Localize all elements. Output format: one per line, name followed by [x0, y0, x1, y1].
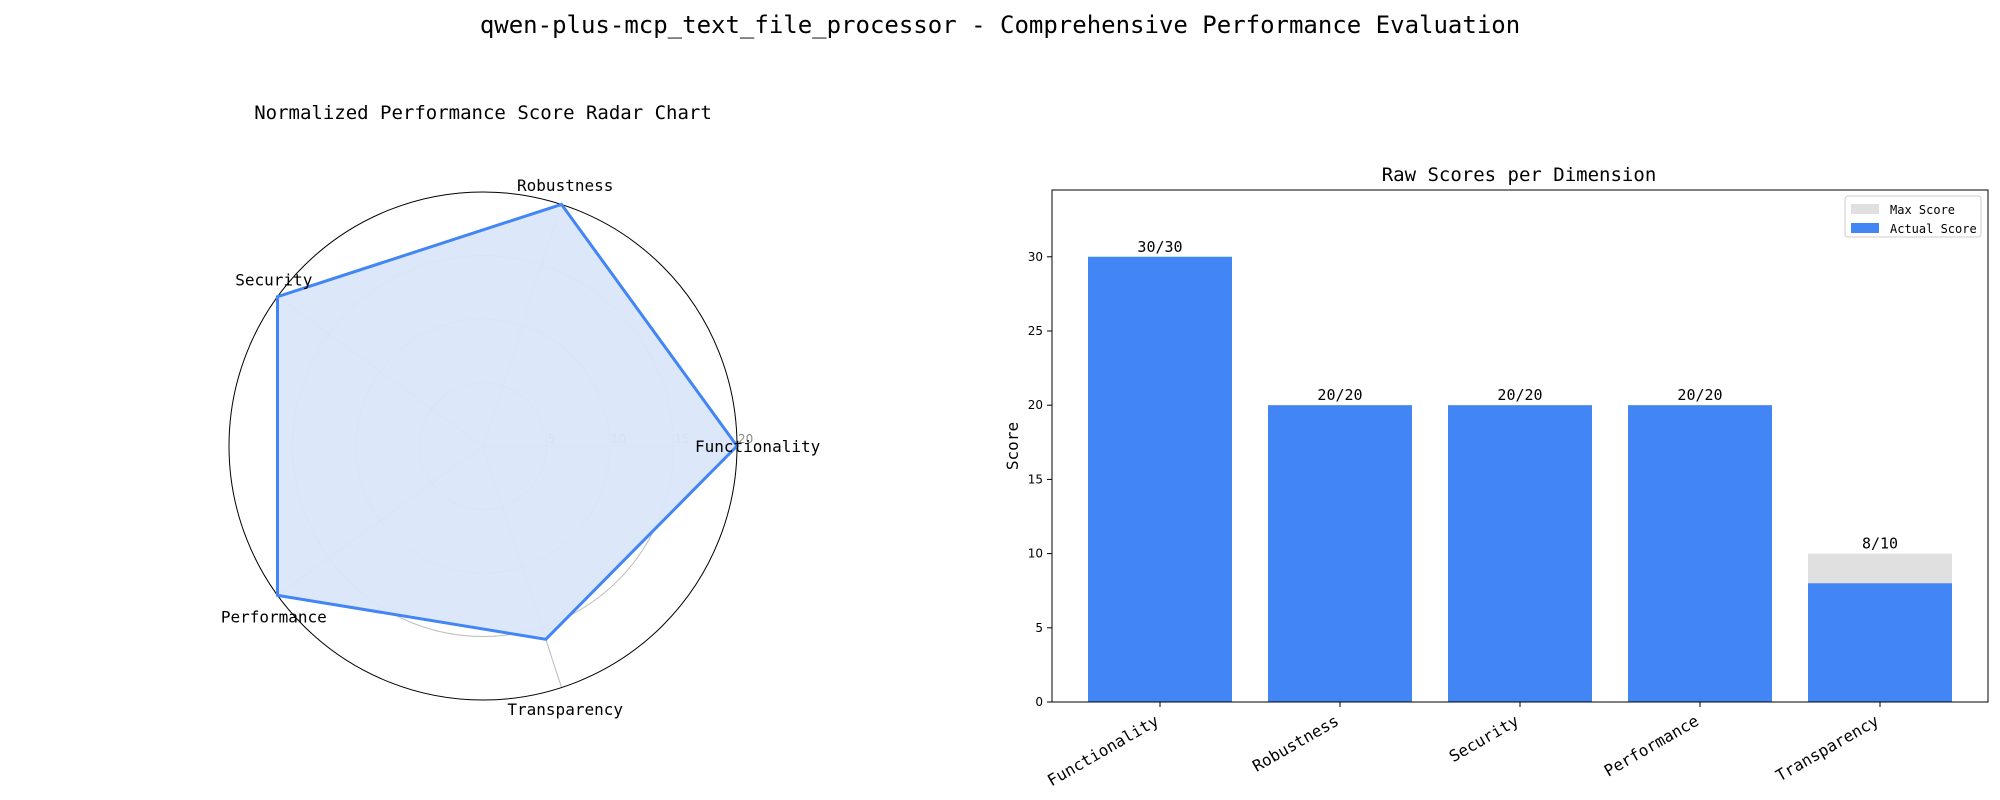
bar-legend: Max Score Actual Score	[1844, 195, 1982, 238]
bar-title: Raw Scores per Dimension	[1382, 164, 1657, 186]
radar-r-tick-label: 20	[738, 432, 753, 446]
bar-y-tick-label: 30	[1028, 250, 1043, 264]
bar-actual-score	[1628, 405, 1772, 702]
bar-y-tick-label: 25	[1028, 324, 1043, 338]
bar-x-tick-label: Security	[1446, 711, 1523, 766]
radar-axis-label: Functionality	[695, 437, 821, 456]
bar-bars: 30/30 20/20 20/20 20/20 8/10	[1088, 238, 1952, 702]
bar-legend-label: Max Score	[1890, 203, 1955, 217]
bar-x-tick-label: Robustness	[1249, 711, 1342, 776]
bar-y-axis: 0 5 10 15 20 25 30	[1028, 250, 1052, 709]
bar-y-tick-label: 5	[1035, 621, 1043, 635]
radar-labels: Functionality Robustness Security Performan…	[221, 176, 821, 719]
radar-series	[276, 202, 739, 641]
bar-chart: Raw Scores per Dimension 30/30 20/20 20/20…	[1003, 164, 1989, 790]
bar-actual-score	[1088, 256, 1232, 702]
bar-actual-score	[1808, 583, 1952, 702]
figure-title: qwen-plus-mcp_text_file_processor - Comp…	[480, 11, 1520, 39]
bar-actual-score	[1448, 405, 1592, 702]
bar-data-label: 8/10	[1862, 535, 1898, 553]
bar-data-label: 20/20	[1677, 386, 1722, 404]
bar-x-tick-label: Transparency	[1772, 711, 1882, 785]
radar-axis-label: Security	[235, 271, 312, 290]
bar-data-label: 30/30	[1137, 238, 1182, 256]
bar-x-axis: Functionality Robustness Security Performan…	[1044, 702, 1882, 790]
bar-x-tick-label: Functionality	[1044, 711, 1162, 790]
radar-axis-label: Performance	[221, 607, 327, 626]
radar-series-fill	[277, 204, 737, 640]
bar-legend-label: Actual Score	[1890, 222, 1977, 236]
bar-x-tick-label: Performance	[1601, 711, 1702, 780]
radar-axis-label: Robustness	[517, 176, 613, 195]
bar-y-label: Score	[1003, 422, 1022, 470]
bar-data-label: 20/20	[1317, 386, 1362, 404]
radar-axis-label: Transparency	[507, 700, 623, 719]
radar-series-line	[276, 202, 739, 641]
radar-chart: Normalized Performance Score Radar Chart…	[221, 102, 821, 719]
bar-legend-swatch	[1851, 204, 1879, 214]
bar-actual-score	[1268, 405, 1412, 702]
bar-y-tick-label: 0	[1035, 695, 1043, 709]
bar-legend-swatch	[1851, 223, 1879, 233]
radar-title: Normalized Performance Score Radar Chart	[254, 102, 712, 124]
bar-data-label: 20/20	[1497, 386, 1542, 404]
bar-y-tick-label: 20	[1028, 398, 1043, 412]
bar-y-tick-label: 10	[1028, 547, 1043, 561]
bar-y-tick-label: 15	[1028, 472, 1043, 486]
